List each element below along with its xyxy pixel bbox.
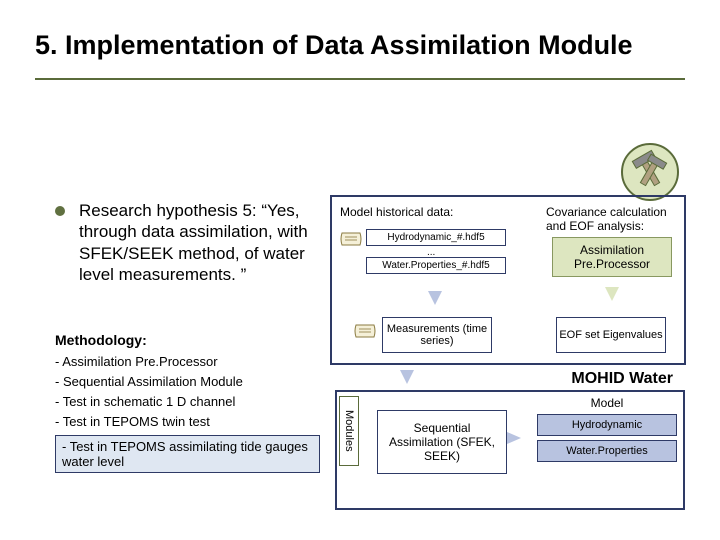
assimilation-preprocessor-box: Assimilation Pre.Processor [552, 237, 672, 277]
arrow-right-icon [507, 432, 521, 444]
mohid-title: MOHID Water [571, 370, 673, 388]
covariance-label: Covariance calculation and EOF analysis: [546, 205, 676, 233]
sequential-assimilation-box: Sequential Assimilation (SFEK, SEEK) [377, 410, 507, 474]
slide-root: 5. Implementation of Data Assimilation M… [0, 0, 720, 540]
methodology-item-highlight: - Test in TEPOMS assimilating tide gauge… [55, 435, 320, 473]
file-water-properties: Water.Properties_#.hdf5 [366, 257, 506, 274]
historical-data-label: Model historical data: [340, 205, 453, 219]
hammer-tools-icon [620, 142, 680, 202]
slide-title: 5. Implementation of Data Assimilation M… [35, 30, 685, 61]
file-hydrodynamic: Hydrodynamic_#.hdf5 [366, 229, 506, 246]
modules-vertical-tab: Modules [339, 396, 359, 466]
mohid-water-block: MOHID Water Modules Sequential Assimilat… [335, 390, 685, 510]
scroll-icon [340, 231, 362, 247]
methodology-item: - Assimilation Pre.Processor [55, 354, 320, 369]
hypothesis-text: Research hypothesis 5: “Yes, through dat… [79, 200, 334, 285]
model-label: Model [537, 396, 677, 410]
methodology-block: Methodology: - Assimilation Pre.Processo… [55, 332, 320, 473]
bullet-dot-icon [55, 206, 65, 216]
scroll-icon [354, 323, 376, 339]
eof-set-box: EOF set Eigenvalues [556, 317, 666, 353]
methodology-item: - Sequential Assimilation Module [55, 374, 320, 389]
hydrodynamic-module-box: Hydrodynamic [537, 414, 677, 436]
measurements-box: Measurements (time series) [382, 317, 492, 353]
methodology-item: - Test in TEPOMS twin test [55, 414, 320, 429]
methodology-item: - Test in schematic 1 D channel [55, 394, 320, 409]
model-column: Model Hydrodynamic Water.Properties [537, 396, 677, 466]
arrow-down-icon [400, 370, 414, 384]
methodology-heading: Methodology: [55, 332, 320, 348]
title-divider [35, 78, 685, 80]
arrow-down-icon [428, 291, 442, 305]
covariance-diagram: Model historical data: Covariance calcul… [330, 195, 686, 365]
arrow-down-icon [605, 287, 619, 301]
water-properties-module-box: Water.Properties [537, 440, 677, 462]
